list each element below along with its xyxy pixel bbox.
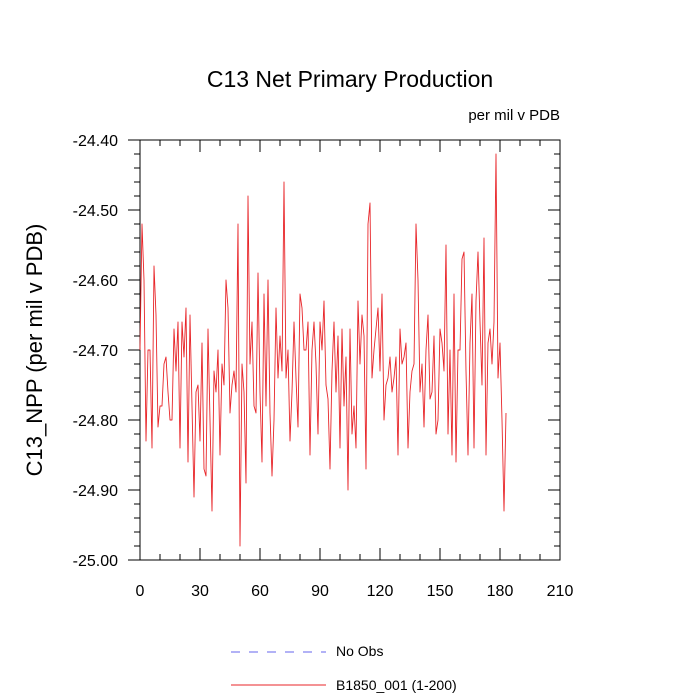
units-label: per mil v PDB [468,107,560,124]
legend [231,651,326,686]
y-tick-label: -24.90 [73,483,118,500]
chart-title: C13 Net Primary Production [206,66,494,92]
y-tick-label: -25.00 [73,553,118,570]
x-tick-label: 180 [487,583,514,600]
axis-ticks [128,139,561,561]
x-tick-label: 0 [136,583,145,600]
legend-label-model: B1850_001 (1-200) [336,677,457,693]
x-tick-label: 30 [191,583,209,600]
y-tick-label: -24.80 [73,413,118,430]
legend-label-no-obs: No Obs [336,643,384,659]
x-tick-label: 90 [311,583,329,600]
x-tick-label: 150 [427,583,454,600]
y-tick-label: -24.40 [73,133,118,150]
y-tick-label: -24.60 [73,273,118,290]
y-tick-label: -24.70 [73,343,118,360]
series-line [139,153,507,547]
x-tick-label: 120 [367,583,394,600]
x-tick-label: 210 [547,583,574,600]
axis-tick-labels: 0 30 60 90 120 150 180 210 -24.40 -24.50 -24.60 -24… [73,133,574,600]
x-tick-label: 60 [251,583,269,600]
y-tick-label: -24.50 [73,203,118,220]
data-series [139,153,507,547]
